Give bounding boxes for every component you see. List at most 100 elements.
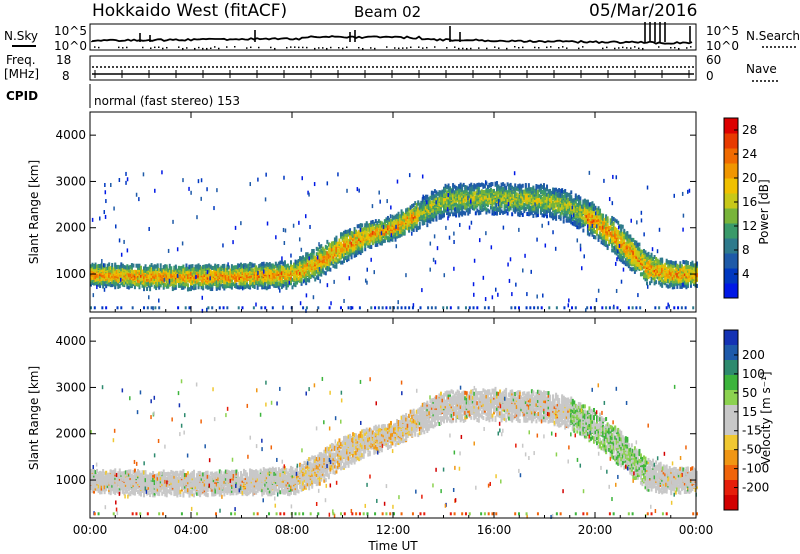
power-cell xyxy=(197,282,200,287)
power-cell xyxy=(168,263,171,268)
power-cell xyxy=(352,231,355,236)
power-cell xyxy=(655,280,658,285)
power-cell xyxy=(359,235,362,240)
power-cell xyxy=(239,284,242,289)
power-cell xyxy=(153,276,156,281)
power-cell xyxy=(488,209,491,214)
power-cell xyxy=(285,272,288,277)
power-cell xyxy=(343,258,346,263)
nsearch-dot xyxy=(370,47,372,49)
power-cell xyxy=(99,269,102,274)
power-cell xyxy=(105,284,108,289)
power-cell xyxy=(314,268,317,273)
power-cell xyxy=(279,278,282,283)
power-cell xyxy=(165,266,168,271)
power-cell xyxy=(121,282,124,287)
power-cell xyxy=(318,245,321,250)
power-cell xyxy=(132,270,135,275)
power-cell xyxy=(330,250,333,255)
power-cell xyxy=(314,255,317,260)
power-cell xyxy=(123,271,126,276)
power-cell xyxy=(243,267,246,272)
power-cell xyxy=(233,268,236,273)
power-cell xyxy=(227,281,230,286)
power-cell xyxy=(108,281,111,286)
power-cell xyxy=(226,284,229,289)
power-cell xyxy=(264,270,267,275)
power-cell xyxy=(368,225,371,230)
power-cell xyxy=(244,263,247,268)
power-cell xyxy=(277,261,280,266)
power-cell xyxy=(317,275,320,280)
power-cell xyxy=(312,270,315,275)
power-cell xyxy=(368,230,371,235)
power-cell xyxy=(359,223,362,228)
power-cell xyxy=(349,228,352,233)
power-cell xyxy=(191,285,194,290)
power-cell xyxy=(253,272,256,277)
power-cell xyxy=(299,278,302,283)
power-cell xyxy=(261,272,264,277)
nsearch-dot xyxy=(302,46,304,49)
nsearch-dot xyxy=(398,47,400,50)
power-cell xyxy=(109,268,112,273)
power-cell xyxy=(344,242,347,247)
power-cell xyxy=(253,263,256,268)
nsearch-dot xyxy=(582,46,584,48)
power-cell xyxy=(335,255,338,260)
power-cell xyxy=(361,228,364,233)
power-cell xyxy=(267,273,270,278)
nsearch-dot xyxy=(486,47,488,50)
freq-label-1: Freq. xyxy=(6,53,36,67)
nsearch-dot xyxy=(94,46,96,48)
power-cell xyxy=(96,264,99,269)
power-cell xyxy=(200,268,203,273)
power-cell xyxy=(202,279,205,284)
power-cell xyxy=(112,269,115,274)
power-cell xyxy=(365,236,368,241)
power-cell xyxy=(99,264,102,269)
power-cell xyxy=(289,271,292,276)
power-cell xyxy=(208,265,211,270)
power-cell xyxy=(91,262,94,267)
power-cell xyxy=(271,263,274,268)
power-cell xyxy=(108,262,111,267)
power-cell xyxy=(180,285,183,290)
power-cell xyxy=(270,269,273,274)
power-cell xyxy=(141,282,144,287)
power-cell xyxy=(347,245,350,250)
power-cell xyxy=(193,270,196,275)
power-cell xyxy=(102,267,105,272)
power-cell xyxy=(285,268,288,273)
power-cell xyxy=(205,267,208,272)
power-cell xyxy=(321,246,324,251)
power-cell xyxy=(364,242,367,247)
power-cell xyxy=(159,273,162,278)
power-cell xyxy=(130,282,133,287)
nsky-series xyxy=(91,35,693,45)
power-cell xyxy=(130,279,133,284)
power-cell xyxy=(218,281,221,286)
power-cell xyxy=(241,263,244,268)
power-cell xyxy=(365,234,368,239)
power-cell xyxy=(217,264,220,269)
power-cell xyxy=(183,281,186,286)
power-cell xyxy=(258,270,261,275)
power-cell xyxy=(339,234,342,239)
power-cell xyxy=(338,254,341,259)
power-cell xyxy=(506,211,509,216)
power-cell xyxy=(350,236,353,241)
power-cell xyxy=(155,264,158,269)
power-cell xyxy=(276,263,279,268)
power-cell xyxy=(106,263,109,268)
nsky-label: N.Sky xyxy=(4,29,38,43)
power-cell xyxy=(236,263,239,268)
power-cell xyxy=(280,265,283,270)
nsky-panel: N.Sky 10^5 10^0 10^5 10^0 N.Search xyxy=(4,22,800,53)
power-cell xyxy=(267,268,270,273)
power-cell xyxy=(346,233,349,238)
power-cell xyxy=(108,266,111,271)
power-cell xyxy=(282,271,285,276)
power-cell xyxy=(352,242,355,247)
nsearch-dot xyxy=(410,46,412,49)
